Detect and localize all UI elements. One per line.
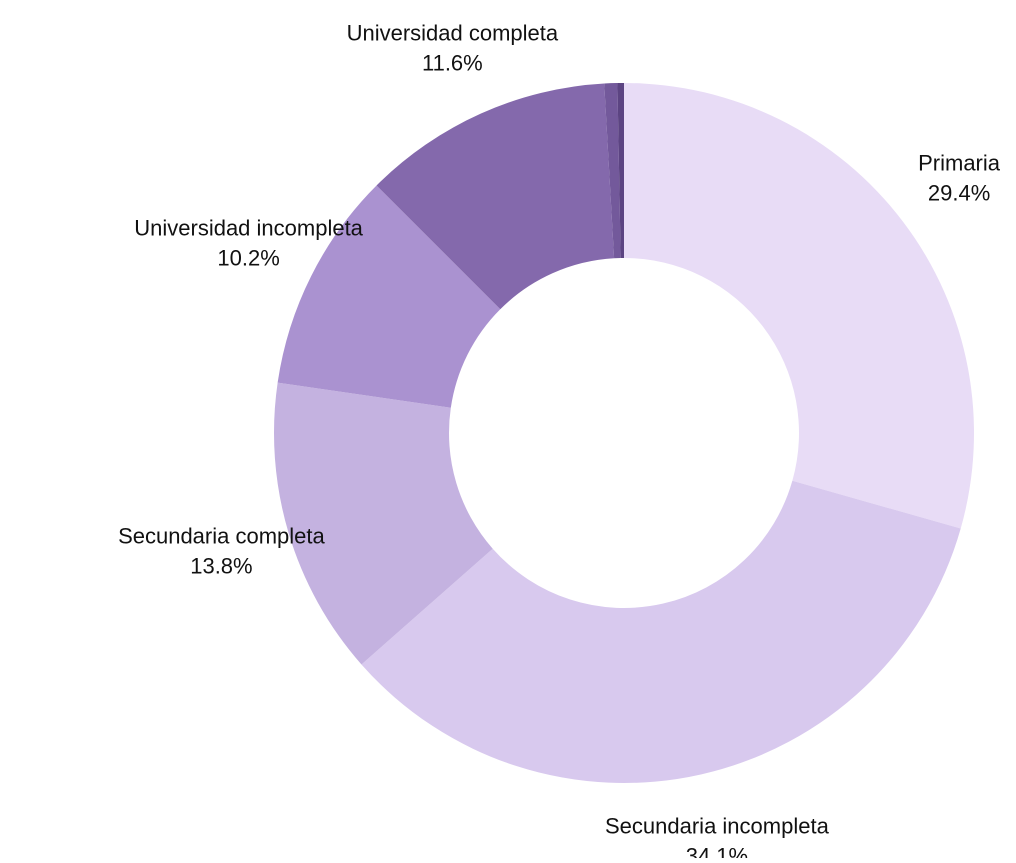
slice-label: Universidad incompleta [134, 215, 363, 240]
slice-value-label: 13.8% [190, 554, 252, 579]
slice-value-label: 34.1% [686, 843, 748, 858]
donut-slice [624, 83, 974, 529]
slice-value-label: 10.2% [217, 245, 279, 270]
slice-label: Secundaria incompleta [605, 813, 830, 838]
donut-slice [273, 382, 493, 665]
donut-slice [361, 480, 961, 783]
slice-value-label: 11.6% [422, 50, 483, 75]
slice-label: Secundaria completa [118, 524, 325, 549]
donut-slice [604, 83, 621, 259]
slice-value-label: 29.4% [928, 181, 990, 206]
donut-slice [277, 185, 501, 408]
slice-label: Primaria [918, 151, 1001, 176]
donut-slice [617, 83, 624, 259]
slice-label: Universidad completa [347, 20, 559, 45]
donut-slice [376, 83, 615, 310]
